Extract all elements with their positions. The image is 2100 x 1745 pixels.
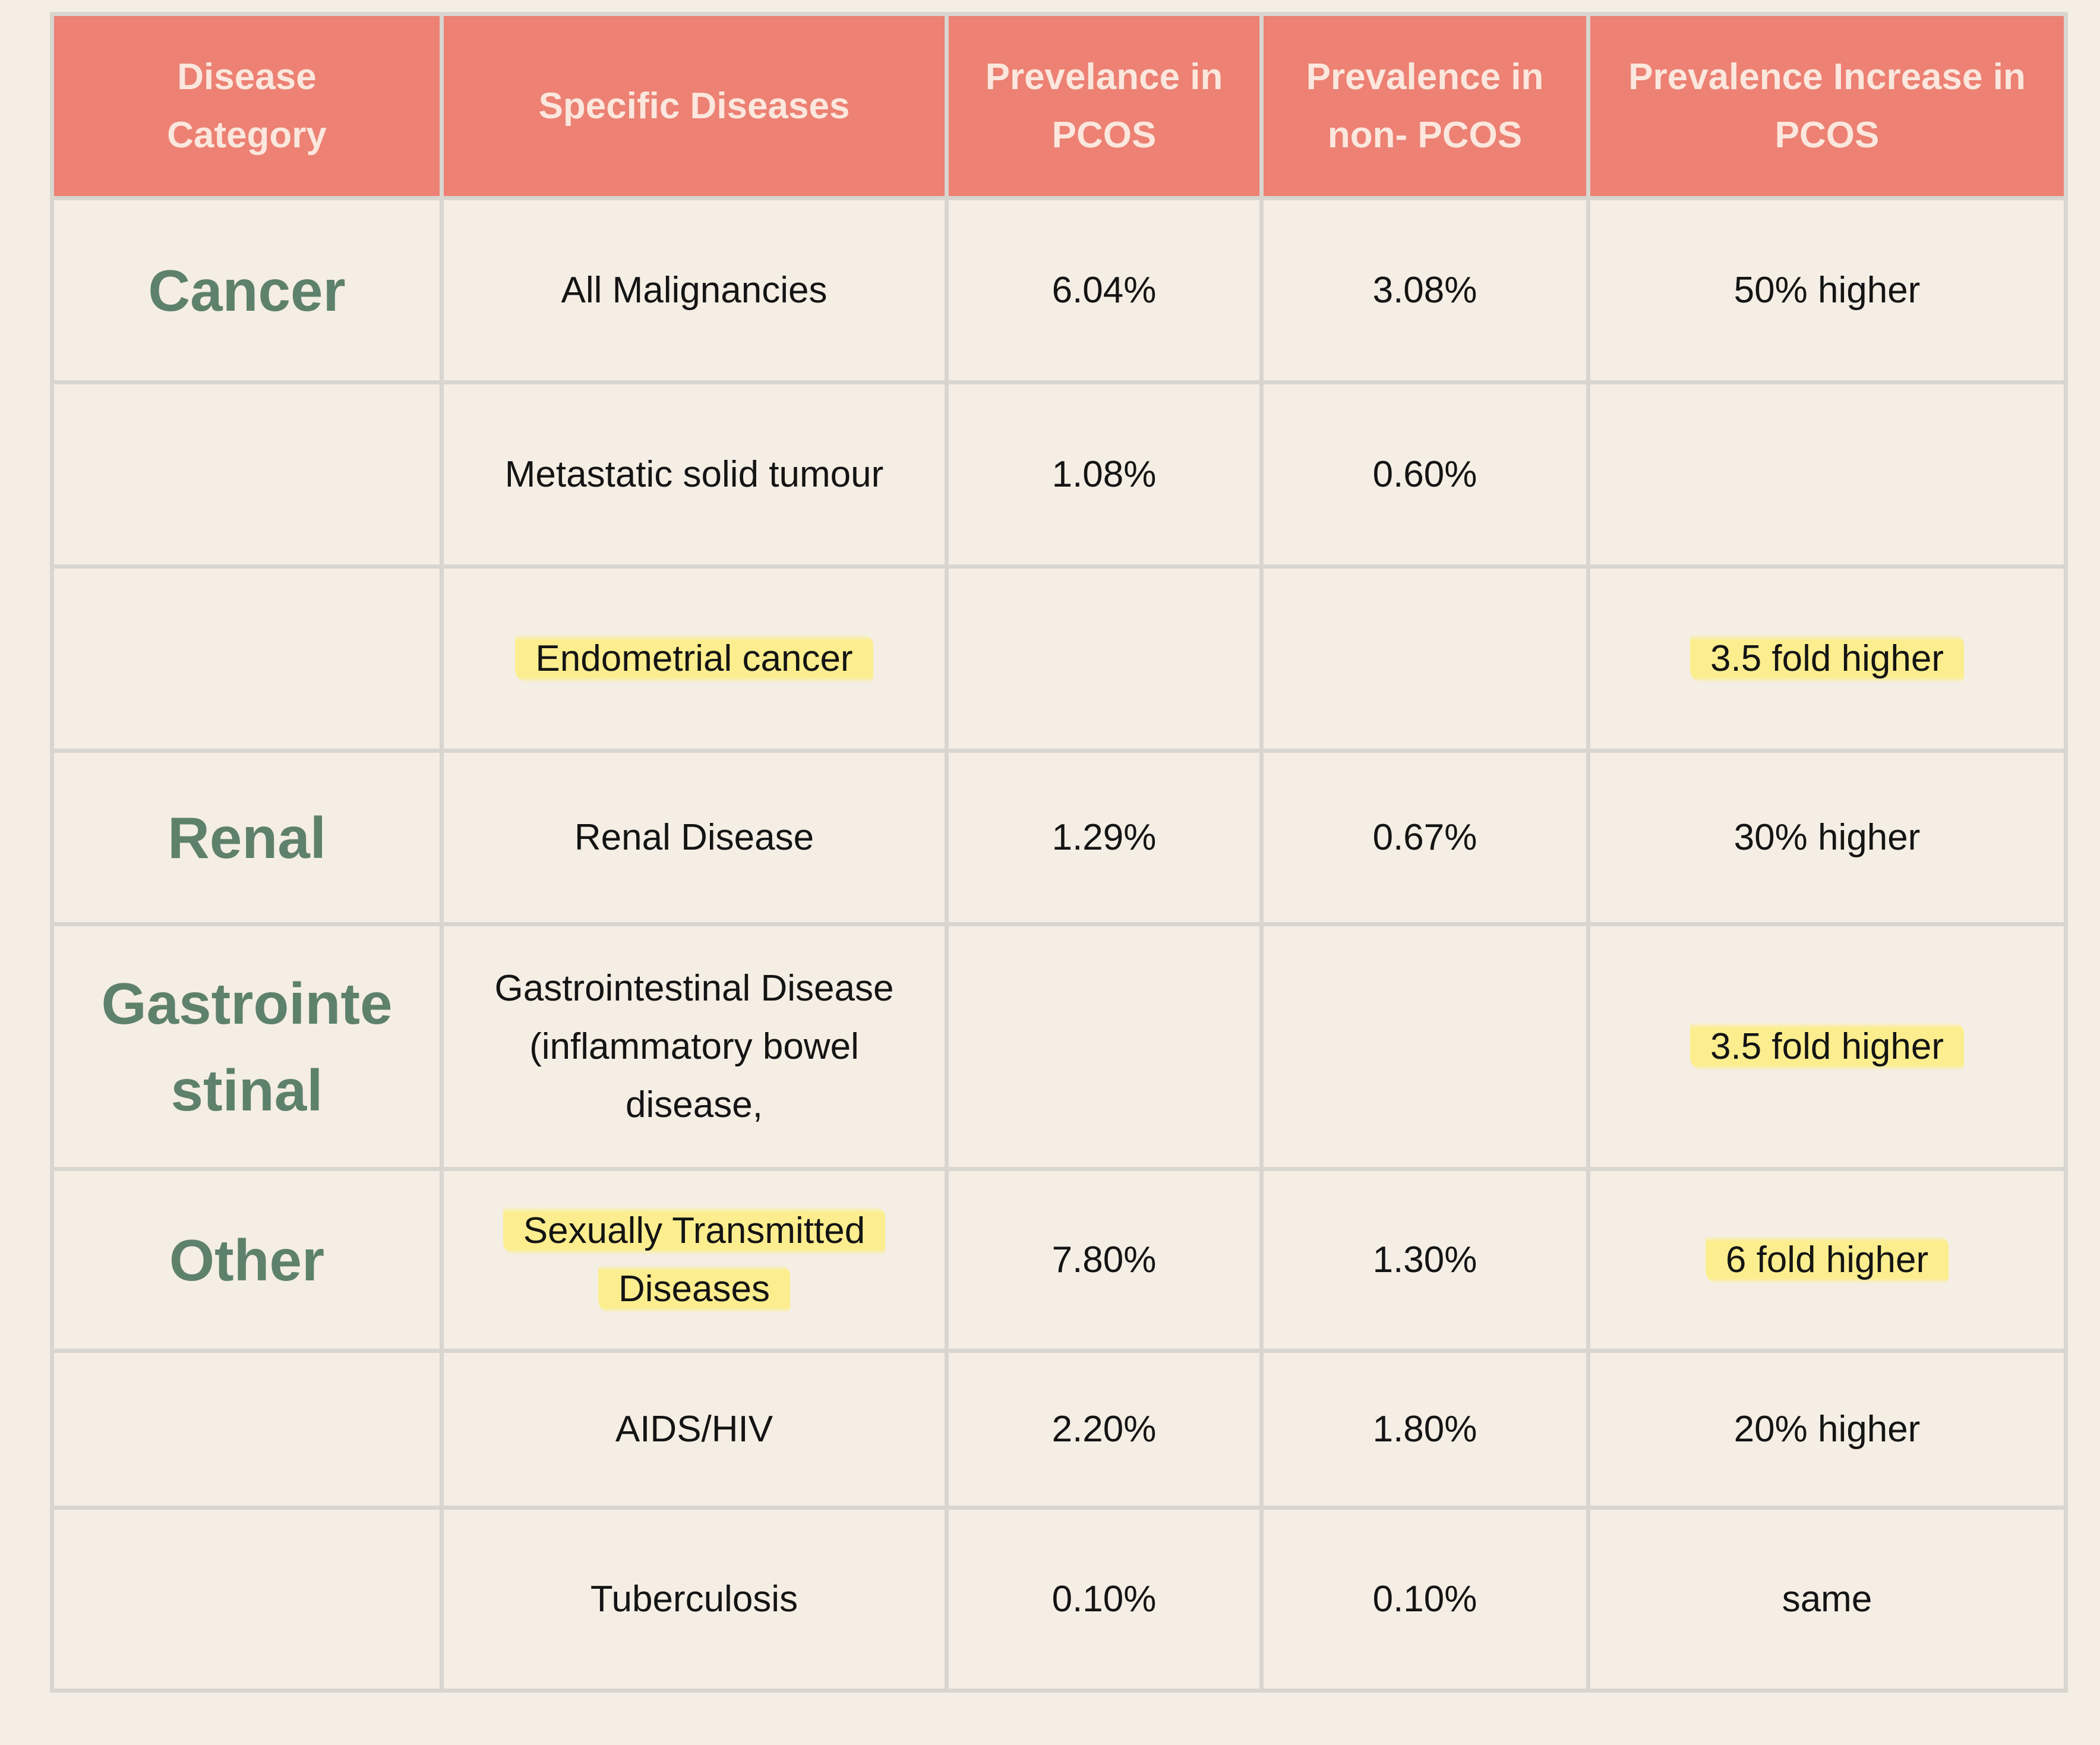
- disease-cell: AIDS/HIV: [440, 1349, 949, 1510]
- category-cell: [50, 1349, 444, 1510]
- non-pcos-cell: 3.08%: [1259, 196, 1590, 384]
- pcos-cell: 7.80%: [945, 1167, 1264, 1353]
- increase-cell: same: [1586, 1506, 2068, 1693]
- highlight-mark: Sexually Transmitted Diseases: [503, 1206, 886, 1313]
- header-prevalence-increase: Prevalence Increase in PCOS: [1586, 12, 2068, 200]
- disease-cell: Sexually Transmitted Diseases: [440, 1167, 949, 1353]
- disease-cell: Renal Disease: [440, 749, 949, 926]
- pcos-cell: 0.10%: [945, 1506, 1264, 1693]
- table-row: AIDS/HIV 2.20% 1.80% 20% higher: [50, 1349, 2068, 1510]
- disease-cell: Tuberculosis: [440, 1506, 949, 1693]
- disease-cell: Gastrointestinal Disease (inflammatory b…: [440, 922, 949, 1171]
- highlight-mark: Endometrial cancer: [515, 634, 873, 683]
- header-prevalence-non-pcos: Prevalence in non- PCOS: [1259, 12, 1590, 200]
- non-pcos-cell: [1259, 922, 1590, 1171]
- pcos-cell: [945, 564, 1264, 753]
- header-disease-category: Disease Category: [50, 12, 444, 200]
- header-specific-diseases: Specific Diseases: [440, 12, 949, 200]
- pcos-cell: 2.20%: [945, 1349, 1264, 1510]
- non-pcos-cell: 0.67%: [1259, 749, 1590, 926]
- increase-cell: 6 fold higher: [1586, 1167, 2068, 1353]
- pcos-cell: 1.08%: [945, 380, 1264, 569]
- table-row: Metastatic solid tumour 1.08% 0.60%: [50, 380, 2068, 569]
- increase-cell: 30% higher: [1586, 749, 2068, 926]
- increase-cell: 50% higher: [1586, 196, 2068, 384]
- table-row: Cancer All Malignancies 6.04% 3.08% 50% …: [50, 196, 2068, 384]
- increase-cell: 3.5 fold higher: [1586, 922, 2068, 1171]
- category-cell: [50, 380, 444, 569]
- table-row: Other Sexually Transmitted Diseases 7.80…: [50, 1167, 2068, 1353]
- highlight-mark: 3.5 fold higher: [1690, 634, 1964, 683]
- pcos-cell: [945, 922, 1264, 1171]
- table-row: Renal Renal Disease 1.29% 0.67% 30% high…: [50, 749, 2068, 926]
- disease-cell: Endometrial cancer: [440, 564, 949, 753]
- non-pcos-cell: 1.30%: [1259, 1167, 1590, 1353]
- category-cell: Renal: [50, 749, 444, 926]
- header-row: Disease Category Specific Diseases Preve…: [50, 12, 2068, 200]
- category-cell: Gastrointe stinal: [50, 922, 444, 1171]
- disease-cell: All Malignancies: [440, 196, 949, 384]
- table-row: Gastrointe stinal Gastrointestinal Disea…: [50, 922, 2068, 1171]
- category-cell: [50, 564, 444, 753]
- header-prevalence-pcos: Prevelance in PCOS: [945, 12, 1264, 200]
- increase-cell: 20% higher: [1586, 1349, 2068, 1510]
- highlight-mark: Gastrointestinal Disease (inflammatory b…: [494, 967, 894, 1125]
- increase-cell: 3.5 fold higher: [1586, 564, 2068, 753]
- disease-cell: Metastatic solid tumour: [440, 380, 949, 569]
- table-row: Endometrial cancer 3.5 fold higher: [50, 564, 2068, 753]
- pcos-cell: 1.29%: [945, 749, 1264, 926]
- increase-cell: [1586, 380, 2068, 569]
- pcos-cell: 6.04%: [945, 196, 1264, 384]
- highlight-mark: 6 fold higher: [1705, 1235, 1949, 1284]
- table-row: Tuberculosis 0.10% 0.10% same: [50, 1506, 2068, 1693]
- category-cell: Other: [50, 1167, 444, 1353]
- category-cell: [50, 1506, 444, 1693]
- non-pcos-cell: 1.80%: [1259, 1349, 1590, 1510]
- non-pcos-cell: [1259, 564, 1590, 753]
- non-pcos-cell: 0.60%: [1259, 380, 1590, 569]
- non-pcos-cell: 0.10%: [1259, 1506, 1590, 1693]
- highlight-mark: 3.5 fold higher: [1690, 1022, 1964, 1071]
- pcos-prevalence-table: Disease Category Specific Diseases Preve…: [50, 12, 2068, 1693]
- category-cell: Cancer: [50, 196, 444, 384]
